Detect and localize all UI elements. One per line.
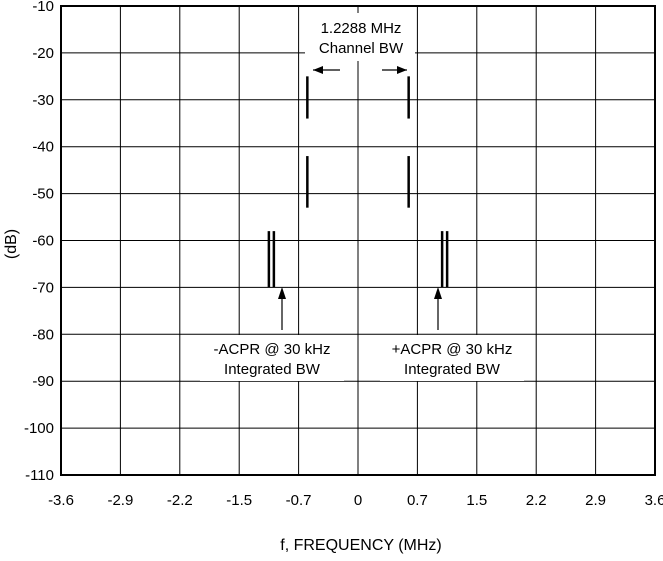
plus-acpr-label-bg bbox=[380, 335, 524, 381]
x-tick-label: 1.5 bbox=[466, 492, 487, 509]
channel-bw-line-2: Channel BW bbox=[319, 40, 404, 57]
y-tick-labels: -10 -20 -30 -40 -50 -60 -70 -80 -90 -100 -110 bbox=[24, 0, 54, 484]
y-tick-label: -80 bbox=[32, 326, 54, 343]
x-tick-label: -2.9 bbox=[107, 492, 133, 509]
channel-bw-arrow-left-head bbox=[313, 66, 323, 74]
x-tick-label: -0.7 bbox=[286, 492, 312, 509]
plus-acpr-line-1: +ACPR @ 30 kHz bbox=[392, 341, 513, 358]
markers bbox=[267, 76, 449, 288]
plus-acpr-arrow-head bbox=[434, 287, 442, 299]
channel-bw-arrow-right-head bbox=[397, 66, 407, 74]
y-tick-label: -100 bbox=[24, 420, 54, 437]
minus-acpr-line-1: -ACPR @ 30 kHz bbox=[214, 341, 331, 358]
minus-acpr-line-2: Integrated BW bbox=[224, 361, 321, 378]
y-tick-label: -70 bbox=[32, 279, 54, 296]
y-tick-label: -60 bbox=[32, 233, 54, 250]
y-tick-label: -30 bbox=[32, 92, 54, 109]
minus-acpr-label-bg bbox=[200, 335, 344, 381]
channel-bw-annotation: 1.2288 MHz Channel BW bbox=[305, 13, 415, 74]
x-tick-label: 2.2 bbox=[526, 492, 547, 509]
grid bbox=[61, 6, 655, 475]
x-tick-label: 2.9 bbox=[585, 492, 606, 509]
x-tick-label: 3.6 bbox=[645, 492, 663, 509]
minus-acpr-annotation: -ACPR @ 30 kHz Integrated BW bbox=[200, 287, 344, 381]
y-tick-label: -110 bbox=[25, 467, 54, 484]
plot-frame bbox=[60, 5, 656, 476]
x-tick-label: 0 bbox=[354, 492, 362, 509]
plus-acpr-line-2: Integrated BW bbox=[404, 361, 501, 378]
y-tick-label: -50 bbox=[32, 186, 54, 203]
channel-bw-label-bg bbox=[305, 13, 415, 61]
plus-acpr-annotation: +ACPR @ 30 kHz Integrated BW bbox=[380, 287, 524, 381]
y-tick-label: -10 bbox=[32, 0, 54, 15]
y-tick-label: -90 bbox=[32, 373, 54, 390]
x-tick-label: 0.7 bbox=[407, 492, 428, 509]
minus-acpr-arrow-head bbox=[278, 287, 286, 299]
y-axis-label: (dB) bbox=[3, 229, 20, 259]
x-tick-label: -1.5 bbox=[226, 492, 252, 509]
x-tick-labels: -3.6 -2.9 -2.2 -1.5 -0.7 0 0.7 1.5 2.2 2.9 3.6 bbox=[48, 492, 663, 509]
y-tick-label: -40 bbox=[32, 139, 54, 156]
x-axis-label: f, FREQUENCY (MHz) bbox=[280, 537, 441, 554]
y-tick-label: -20 bbox=[32, 45, 54, 62]
channel-bw-line-1: 1.2288 MHz bbox=[321, 20, 402, 37]
x-tick-label: -2.2 bbox=[167, 492, 193, 509]
x-tick-label: -3.6 bbox=[48, 492, 74, 509]
